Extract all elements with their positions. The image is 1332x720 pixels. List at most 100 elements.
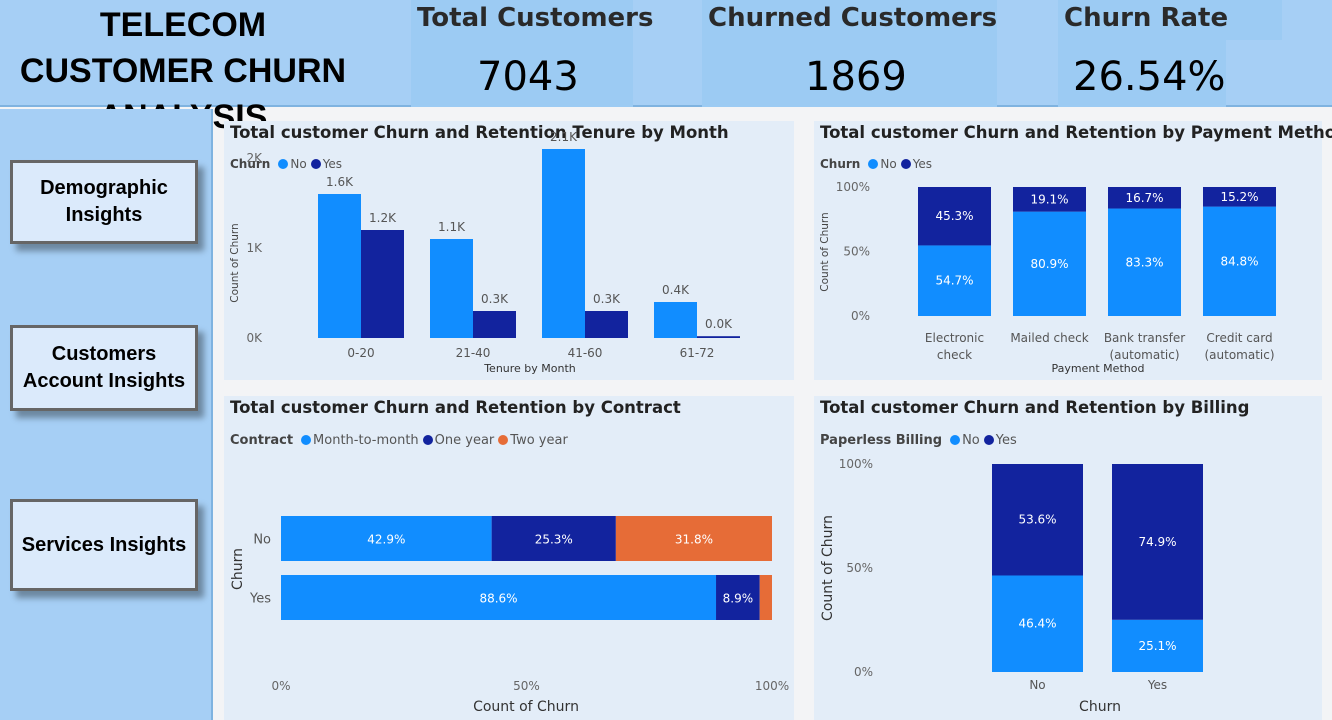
data-label: 31.8% bbox=[675, 533, 713, 547]
chart-legend: Churn No Yes bbox=[230, 157, 342, 171]
kpi-value: 1869 bbox=[805, 54, 907, 100]
nav-demographic-insights-button[interactable]: Demographic Insights bbox=[10, 160, 198, 244]
data-label: 19.1% bbox=[1030, 192, 1068, 206]
legend-dot-month-to-month bbox=[301, 435, 312, 445]
x-tick-label: 41-60 bbox=[568, 346, 603, 360]
bar-yes bbox=[918, 187, 991, 246]
legend-dot-no bbox=[868, 159, 879, 169]
x-tick-label: 0-20 bbox=[347, 346, 374, 360]
y-tick-label: 50% bbox=[843, 245, 870, 259]
bar-no bbox=[654, 302, 697, 338]
x-axis-title: Count of Churn bbox=[473, 699, 579, 715]
contract-chart-panel: Total customer Churn and Retention by Co… bbox=[224, 396, 794, 720]
x-tick-label: Mailed check bbox=[1010, 331, 1088, 345]
chart-title: Total customer Churn and Retention by Co… bbox=[230, 398, 681, 417]
bar-no bbox=[1013, 211, 1086, 316]
data-label: 8.9% bbox=[723, 592, 754, 606]
x-tick-label: No bbox=[1029, 678, 1045, 692]
legend-label: Yes bbox=[322, 157, 343, 171]
kpi-background bbox=[702, 0, 997, 107]
x-axis-title: Tenure by Month bbox=[483, 362, 576, 375]
x-tick-label: Bank transfer (automatic) bbox=[1104, 331, 1185, 362]
y-axis-title: Count of Churn bbox=[819, 212, 831, 291]
data-label: 25.3% bbox=[535, 533, 573, 547]
bar-no bbox=[1108, 208, 1181, 316]
y-tick-label: No bbox=[253, 533, 271, 548]
nav-customers-account-insights-button[interactable]: Customers Account Insights bbox=[10, 325, 198, 411]
bar-no bbox=[992, 575, 1083, 672]
data-label: 88.6% bbox=[479, 592, 517, 606]
bar-yes bbox=[697, 336, 740, 338]
chart-title: Total customer Churn and Retention by Bi… bbox=[820, 398, 1250, 417]
legend-label: No bbox=[962, 433, 980, 448]
sidebar: Demographic Insights Customers Account I… bbox=[0, 109, 213, 720]
y-axis-title: Count of Churn bbox=[820, 515, 836, 621]
nav-services-insights-button[interactable]: Services Insights bbox=[10, 499, 198, 591]
legend-title: Paperless Billing bbox=[820, 433, 943, 448]
data-label: 54.7% bbox=[935, 274, 973, 288]
bar-no bbox=[1112, 619, 1203, 672]
kpi-background bbox=[411, 0, 633, 107]
chart-legend: Churn No Yes bbox=[820, 157, 932, 171]
tenure-chart-panel: Total customer Churn and Retention Tenur… bbox=[224, 121, 794, 380]
kpi-value: 26.54% bbox=[1073, 54, 1226, 100]
bar-one-year bbox=[716, 575, 760, 620]
bar-month-to-month bbox=[281, 516, 492, 561]
bar-yes bbox=[361, 230, 404, 338]
bar-two-year bbox=[759, 575, 772, 620]
bar-yes bbox=[1203, 187, 1276, 207]
chart-legend: Paperless Billing No Yes bbox=[820, 433, 1017, 448]
data-label: 25.1% bbox=[1138, 639, 1176, 653]
y-tick-label: 100% bbox=[839, 457, 873, 471]
bar-yes bbox=[1112, 464, 1203, 620]
data-label: 53.6% bbox=[1018, 513, 1056, 527]
bar-no bbox=[542, 149, 585, 338]
x-tick-label: Electronic check bbox=[925, 331, 984, 362]
bar-yes bbox=[992, 464, 1083, 576]
kpi-background bbox=[1058, 0, 1226, 107]
x-tick-label: 61-72 bbox=[680, 346, 715, 360]
legend-label: One year bbox=[434, 433, 495, 448]
x-tick-label-line: (automatic) bbox=[1109, 348, 1179, 362]
legend-label: Two year bbox=[510, 433, 568, 448]
y-tick-label: 1K bbox=[246, 241, 263, 255]
x-tick-label: 100% bbox=[755, 679, 789, 693]
bar-yes bbox=[1013, 187, 1086, 212]
contract-chart-svg: No 42.9% 25.3% 31.8% Yes 88.6% 8.9% 0% 50% 100% Ch… bbox=[230, 516, 789, 715]
legend-label: No bbox=[290, 157, 307, 171]
kpi-label: Total Customers bbox=[417, 3, 654, 33]
x-tick-label: 21-40 bbox=[456, 346, 491, 360]
x-tick-label: Credit card (automatic) bbox=[1204, 331, 1274, 362]
x-tick-label: 0% bbox=[271, 679, 290, 693]
data-label: 16.7% bbox=[1125, 191, 1163, 205]
nav-button-label: Services Insights bbox=[21, 533, 187, 556]
data-label: 0.0K bbox=[705, 317, 733, 331]
legend-label: Month-to-month bbox=[313, 433, 419, 448]
data-label: 83.3% bbox=[1125, 255, 1163, 269]
y-tick-label: Yes bbox=[249, 592, 271, 607]
legend-dot-no bbox=[950, 435, 961, 445]
bar-no bbox=[1203, 206, 1276, 316]
bar-two-year bbox=[615, 516, 772, 561]
y-tick-label: 50% bbox=[846, 561, 873, 575]
header-bar: TELECOM CUSTOMER CHURN ANALYSIS Total Cu… bbox=[0, 0, 1332, 136]
data-label: 80.9% bbox=[1030, 257, 1068, 271]
legend-dot-yes bbox=[983, 435, 994, 445]
data-label: 84.8% bbox=[1220, 254, 1258, 268]
x-tick-label-line: Electronic bbox=[925, 331, 984, 345]
y-axis-title: Churn bbox=[230, 548, 246, 590]
bar-yes bbox=[1108, 187, 1181, 209]
legend-dot-two-year bbox=[498, 435, 509, 445]
bar-yes bbox=[585, 311, 628, 338]
x-tick-label: Yes bbox=[1147, 678, 1167, 692]
chart-title: Total customer Churn and Retention Tenur… bbox=[230, 123, 729, 142]
legend-title: Churn bbox=[820, 157, 861, 171]
data-label: 42.9% bbox=[367, 533, 405, 547]
data-label: 1.1K bbox=[438, 220, 466, 234]
legend-label: No bbox=[880, 157, 897, 171]
legend-title: Churn bbox=[230, 157, 271, 171]
bar-no bbox=[318, 194, 361, 338]
kpi-background bbox=[1226, 0, 1282, 40]
billing-chart-panel: Total customer Churn and Retention by Bi… bbox=[814, 396, 1322, 720]
legend-title: Contract bbox=[230, 433, 294, 448]
